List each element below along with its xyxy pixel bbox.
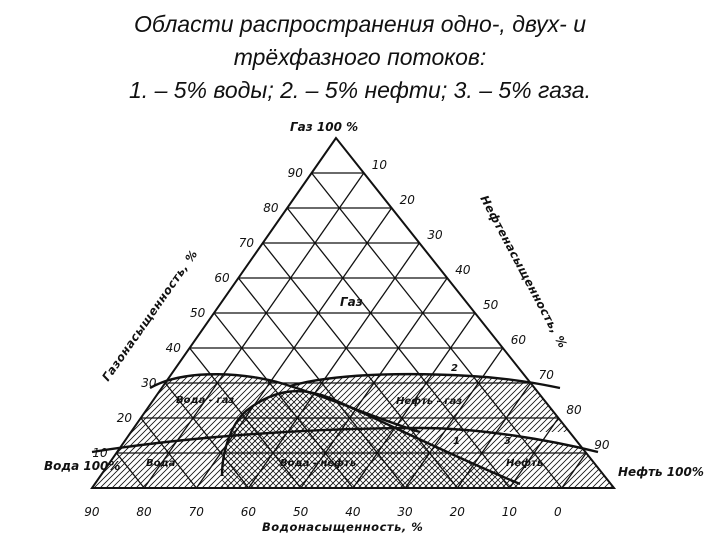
- curve-label-2: 2: [451, 363, 458, 374]
- bottom-tick-label: 40: [345, 505, 361, 519]
- right-tick-label: 40: [455, 263, 471, 277]
- grid-line-water-3: [262, 242, 458, 489]
- left-tick-label: 70: [239, 236, 255, 250]
- title-line-1: Области распространения одно-, двух- и: [134, 11, 586, 37]
- bottom-tick-label: 60: [241, 505, 257, 519]
- right-tick-label: 20: [400, 193, 416, 207]
- region-label-water-oil: Вода - нефть: [280, 457, 356, 469]
- grid-line-oil-5: [352, 312, 476, 489]
- title-line-2: трёхфазного потоков:: [233, 44, 487, 70]
- triangle-outline: [90, 136, 617, 489]
- title-line-3: 1. – 5% воды; 2. – 5% нефти; 3. – 5% газ…: [129, 77, 591, 103]
- curve-lower-band: [91, 426, 599, 454]
- axis-title-bottom: Водонасыщенность, %: [262, 520, 423, 534]
- corner-water-text: Вода 100%: [44, 459, 120, 473]
- ternary-grid: [115, 172, 587, 489]
- axis-title-right: Нефтенасыщенность, %: [477, 193, 570, 351]
- left-tick-label: 20: [117, 411, 133, 425]
- right-tick-label: 10: [372, 158, 388, 172]
- region-label-water-gas: Вода - газ: [176, 395, 234, 406]
- bottom-tick-label: 20: [450, 505, 466, 519]
- right-tick-label: 70: [539, 368, 555, 382]
- bottom-tick-label: 30: [397, 505, 413, 519]
- left-tick-label: 40: [166, 341, 182, 355]
- left-tick-label: 30: [141, 376, 157, 390]
- curve-water-oil: [220, 389, 521, 486]
- curve-upper-oil-gas: [289, 372, 561, 390]
- right-tick-label: 30: [427, 228, 443, 242]
- bottom-tick-label: 90: [84, 505, 100, 519]
- bottom-tick-label: 0: [554, 505, 562, 519]
- grid-line-water-5: [213, 312, 354, 489]
- region-label-oil-gas: Нефть - газ: [396, 395, 462, 407]
- left-tick-label: 10: [92, 446, 108, 460]
- grid-line-oil-3: [248, 242, 420, 489]
- region-label-gas: Газ: [340, 295, 363, 309]
- curve-label-1: 1: [453, 436, 460, 447]
- boundary-curves: [91, 372, 599, 486]
- bottom-tick-label: 70: [189, 505, 205, 519]
- shaded-regions: [92, 374, 612, 488]
- curve-label-3: 3: [504, 436, 511, 447]
- grid-line-oil-1: [143, 172, 365, 489]
- bottom-tick-label: 10: [502, 505, 518, 519]
- grid-line-oil-7: [456, 382, 532, 489]
- corner-label-water: Вода 100%: [44, 459, 120, 473]
- left-tick-label: 90: [288, 166, 304, 180]
- region-label-water: Вода: [146, 458, 176, 469]
- right-tick-label: 90: [594, 438, 610, 452]
- right-tick-label: 80: [566, 403, 582, 417]
- right-tick-label: 50: [483, 298, 499, 312]
- corner-label-gas: Газ 100 %: [290, 120, 358, 134]
- slide-title: Области распространения одно-, двух- и т…: [0, 8, 720, 107]
- axis-title-left: Газонасыщенность, %: [99, 247, 201, 384]
- bottom-tick-label: 50: [293, 505, 309, 519]
- grid-line-water-7: [164, 382, 250, 489]
- grid-line-oil-9: [561, 452, 587, 489]
- left-tick-label: 60: [214, 271, 230, 285]
- left-tick-label: 80: [263, 201, 279, 215]
- grid-line-water-9: [115, 452, 145, 489]
- region-label-oil: Нефть: [506, 457, 543, 469]
- left-tick-label: 50: [190, 306, 206, 320]
- curve-upper-water-gas: [149, 373, 421, 434]
- right-tick-label: 60: [511, 333, 527, 347]
- bottom-tick-label: 80: [136, 505, 152, 519]
- corner-label-oil: Нефть 100%: [618, 465, 704, 479]
